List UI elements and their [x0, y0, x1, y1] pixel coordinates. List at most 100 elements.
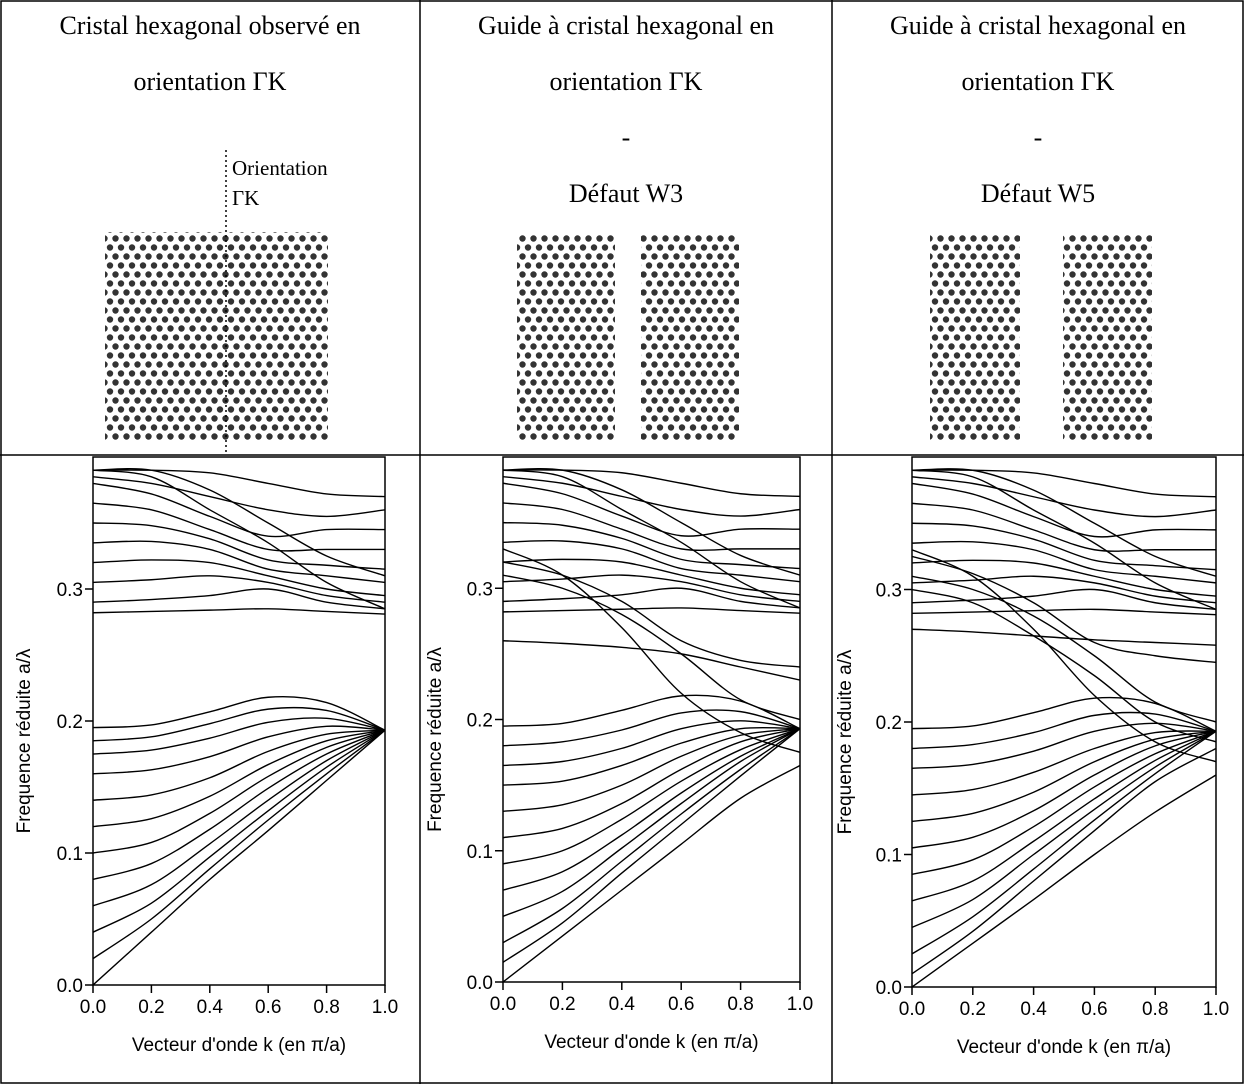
y-tick-label: 0.1 — [467, 842, 493, 863]
band-curve — [93, 729, 385, 907]
x-tick-label: 0.4 — [197, 997, 224, 1018]
x-tick-label: 0.6 — [1081, 999, 1107, 1020]
band-curve — [93, 729, 385, 801]
cell-title: orientation ΓK — [962, 67, 1115, 96]
band-curve — [93, 540, 385, 584]
band-curve — [503, 574, 800, 603]
band-curve — [912, 469, 1216, 498]
x-tick-label: 0.6 — [668, 994, 694, 1015]
x-axis-label: Vecteur d'onde k (en π/a) — [544, 1032, 758, 1053]
band-curve — [912, 555, 1216, 664]
band-curve — [93, 706, 385, 742]
band-curve — [912, 747, 1216, 975]
band-curve — [912, 575, 1216, 604]
band-curve — [912, 730, 1216, 955]
x-axis-label: Vecteur d'onde k (en π/a) — [957, 1037, 1171, 1058]
y-tick-label: 0.1 — [876, 846, 902, 867]
cell-title: Défaut W5 — [981, 179, 1095, 208]
band-curve — [503, 574, 800, 721]
chart: 0.0 0.2 0.4 0.6 0.8 1.0 0.0 0.1 0.2 0.3 Vecteur d'… — [14, 456, 398, 1056]
band-curve — [503, 728, 800, 865]
band-curve — [93, 588, 385, 610]
band-curve — [503, 764, 800, 982]
band-curve — [93, 729, 385, 985]
x-tick-label: 0.8 — [727, 994, 753, 1015]
band-curve — [93, 469, 385, 498]
cell-title: - — [622, 123, 631, 152]
band-curve — [912, 559, 1216, 597]
band-curve — [912, 628, 1216, 646]
band-curve — [912, 540, 1216, 584]
y-axis-label: Frequence réduite a/λ — [835, 649, 856, 834]
band-curve — [912, 696, 1216, 732]
band-curve — [912, 588, 1216, 611]
x-tick-label: 0.8 — [313, 997, 339, 1018]
x-tick-label: 0.4 — [1020, 999, 1047, 1020]
crystal-images — [105, 150, 1152, 452]
x-tick-label: 1.0 — [1203, 999, 1229, 1020]
x-tick-label: 0.2 — [960, 999, 986, 1020]
band-curve — [912, 730, 1216, 876]
band-curve — [93, 469, 385, 610]
y-tick-label: 0.0 — [467, 973, 493, 994]
band-curve — [503, 521, 800, 570]
band-curve — [912, 575, 1216, 723]
y-tick-label: 0.0 — [57, 976, 83, 997]
band-curve — [912, 730, 1216, 796]
band-curve — [503, 558, 800, 596]
band-curve — [503, 640, 800, 681]
band-curve — [93, 559, 385, 597]
band-curve — [912, 730, 1216, 929]
y-tick-label: 0.3 — [467, 579, 493, 600]
plot-frame — [502, 456, 801, 983]
band-curve — [93, 729, 385, 960]
band-curve — [503, 720, 800, 767]
band-curve — [93, 695, 385, 731]
band-curve — [912, 522, 1216, 571]
band-curve — [93, 729, 385, 881]
band-curve — [912, 476, 1216, 518]
band-curve — [503, 540, 800, 583]
band-curve — [503, 728, 800, 918]
band-curve — [503, 694, 800, 730]
cell-title: orientation ΓK — [550, 67, 703, 96]
y-tick-label: 0.2 — [876, 713, 902, 734]
y-axis-label: Frequence réduite a/λ — [14, 648, 35, 833]
band-curve — [503, 607, 800, 614]
x-tick-label: 0.0 — [490, 994, 516, 1015]
chart: 0.0 0.2 0.4 0.6 0.8 1.0 0.0 0.1 0.2 0.3 Vecteur d'… — [425, 456, 813, 1053]
band-curve — [503, 587, 800, 609]
band-curve — [503, 727, 800, 813]
band-curve — [503, 728, 800, 839]
chart: 0.0 0.2 0.4 0.6 0.8 1.0 0.0 0.1 0.2 0.3 Vecteur d'… — [835, 456, 1229, 1058]
band-curve — [503, 548, 800, 753]
cell-title: orientation ΓK — [134, 67, 287, 96]
band-curve — [503, 709, 800, 747]
band-curve — [912, 730, 1216, 849]
band-curve — [503, 726, 800, 786]
band-curve — [912, 730, 1216, 902]
x-tick-label: 0.2 — [138, 997, 164, 1018]
band-curve — [503, 475, 800, 517]
cell-title: Guide à cristal hexagonal en — [890, 11, 1186, 40]
band-curve — [503, 561, 800, 668]
annotation: Orientation — [232, 156, 328, 180]
y-tick-label: 0.3 — [876, 581, 902, 602]
y-tick-label: 0.0 — [876, 978, 902, 999]
y-tick-label: 0.1 — [57, 844, 83, 865]
y-axis-label: Frequence réduite a/λ — [425, 647, 446, 832]
x-tick-label: 0.6 — [255, 997, 281, 1018]
cell-title: Défaut W3 — [569, 179, 683, 208]
band-curve — [503, 728, 800, 963]
band-curve — [912, 774, 1216, 987]
x-axis-label: Vecteur d'onde k (en π/a) — [132, 1035, 346, 1056]
band-curve — [503, 502, 800, 552]
band-curve — [93, 608, 385, 615]
band-curve — [93, 725, 385, 775]
band-curve — [912, 588, 1216, 743]
band-curve — [503, 482, 800, 537]
band-curve — [93, 575, 385, 603]
band-curve — [503, 728, 800, 891]
